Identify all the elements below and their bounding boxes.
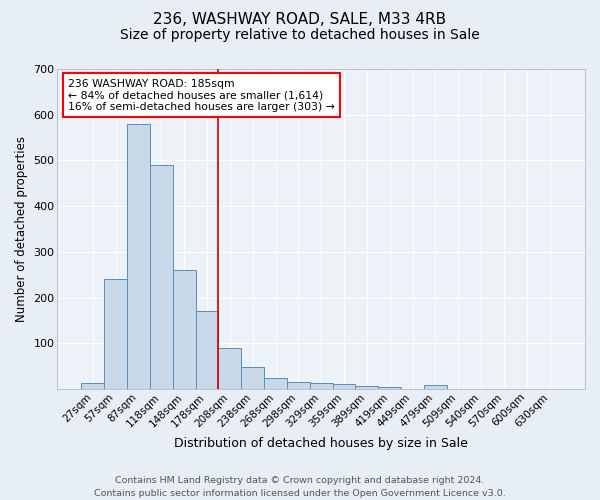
Bar xyxy=(218,348,241,389)
Bar xyxy=(310,383,332,389)
X-axis label: Distribution of detached houses by size in Sale: Distribution of detached houses by size … xyxy=(174,437,468,450)
Text: Size of property relative to detached houses in Sale: Size of property relative to detached ho… xyxy=(120,28,480,42)
Bar xyxy=(424,386,447,389)
Bar xyxy=(196,312,218,389)
Bar xyxy=(264,378,287,389)
Bar xyxy=(355,386,379,389)
Text: 236, WASHWAY ROAD, SALE, M33 4RB: 236, WASHWAY ROAD, SALE, M33 4RB xyxy=(154,12,446,28)
Bar xyxy=(173,270,196,389)
Text: Contains HM Land Registry data © Crown copyright and database right 2024.
Contai: Contains HM Land Registry data © Crown c… xyxy=(94,476,506,498)
Y-axis label: Number of detached properties: Number of detached properties xyxy=(15,136,28,322)
Bar xyxy=(127,124,150,389)
Bar xyxy=(379,386,401,389)
Bar xyxy=(104,280,127,389)
Bar xyxy=(82,383,104,389)
Bar xyxy=(287,382,310,389)
Bar xyxy=(241,367,264,389)
Bar xyxy=(332,384,355,389)
Text: 236 WASHWAY ROAD: 185sqm
← 84% of detached houses are smaller (1,614)
16% of sem: 236 WASHWAY ROAD: 185sqm ← 84% of detach… xyxy=(68,78,335,112)
Bar xyxy=(150,165,173,389)
